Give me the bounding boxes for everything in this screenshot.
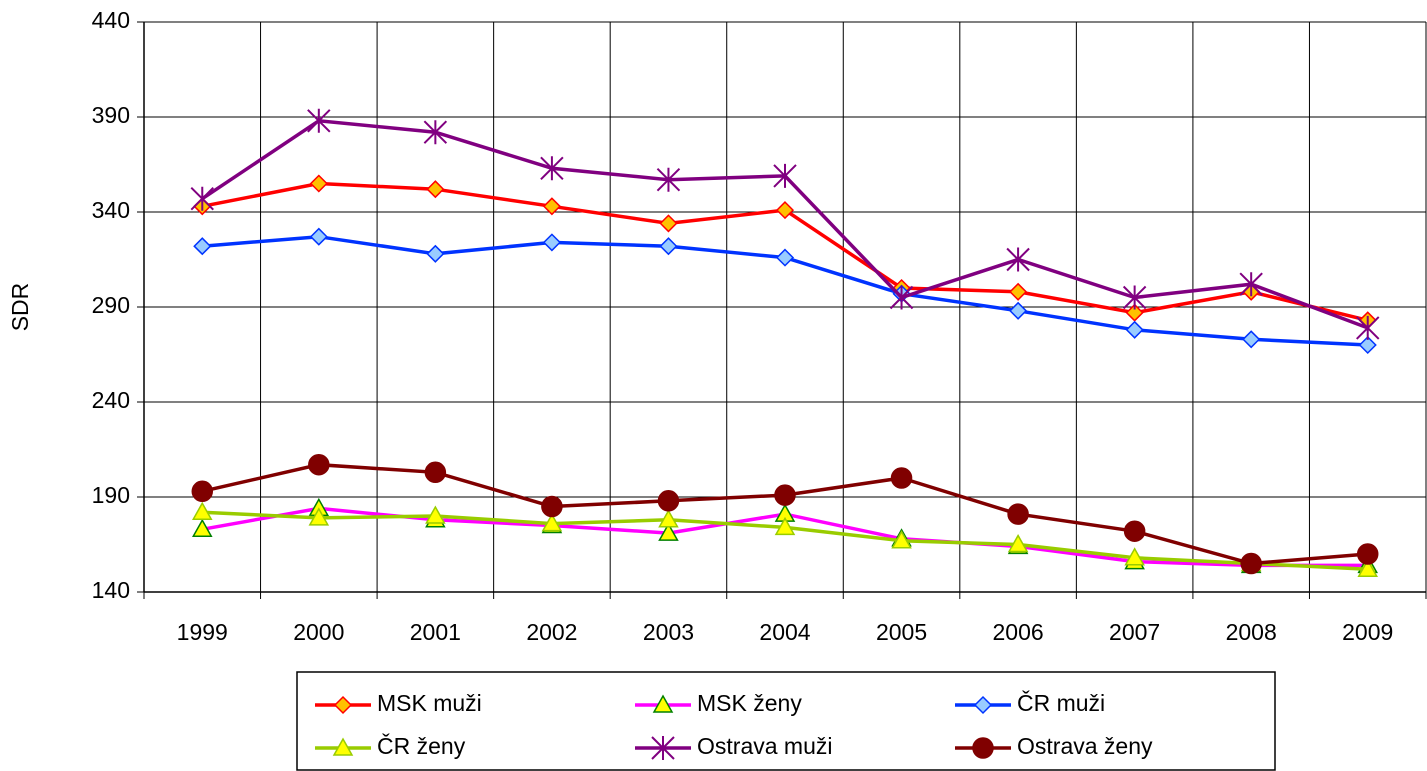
- data-point: [891, 530, 912, 549]
- legend-label: Ostrava muži: [697, 733, 832, 759]
- data-point: [542, 233, 561, 252]
- data-point: [1356, 543, 1379, 565]
- data-point: [774, 516, 796, 536]
- data-point: [191, 518, 213, 538]
- data-point: [890, 467, 913, 489]
- data-point: [309, 227, 328, 246]
- y-tick-label: 440: [92, 7, 130, 33]
- data-point: [1009, 301, 1028, 320]
- data-point: [542, 197, 561, 216]
- x-tick-label: 2007: [1109, 619, 1160, 645]
- data-point: [541, 495, 563, 518]
- legend-marker: [972, 737, 994, 759]
- y-tick-label: 390: [92, 102, 130, 128]
- data-point: [658, 522, 679, 541]
- legend-label: ČR muži: [1017, 689, 1105, 716]
- data-point: [774, 484, 796, 506]
- data-point: [309, 174, 328, 193]
- data-point: [191, 501, 213, 520]
- legend-box: [296, 671, 1276, 771]
- data-point: [191, 480, 214, 503]
- data-point: [889, 285, 914, 310]
- data-point: [1240, 552, 1262, 575]
- legend-marker: [332, 737, 354, 756]
- data-point: [541, 513, 563, 532]
- data-point: [1125, 320, 1144, 339]
- legend-label: Ostrava ženy: [1017, 733, 1153, 759]
- data-point: [657, 490, 680, 512]
- legend-label: ČR ženy: [377, 732, 466, 759]
- x-tick-label: 2003: [643, 619, 694, 645]
- data-point: [425, 505, 446, 524]
- x-tick-label: 2002: [526, 619, 577, 645]
- legend-marker: [652, 694, 674, 713]
- data-point: [308, 507, 330, 526]
- data-point: [426, 180, 445, 199]
- data-point: [1006, 247, 1030, 272]
- x-tick-label: 2001: [410, 619, 461, 645]
- data-point: [423, 120, 448, 145]
- x-tick-label: 1999: [177, 619, 228, 645]
- data-point: [426, 244, 445, 263]
- x-tick-label: 2006: [993, 619, 1044, 645]
- y-tick-label: 190: [92, 482, 130, 508]
- data-point: [308, 453, 330, 476]
- data-point: [1124, 547, 1145, 566]
- data-point: [1007, 503, 1029, 525]
- x-tick-label: 2004: [759, 619, 810, 645]
- data-point: [775, 248, 795, 267]
- y-tick-label: 290: [92, 292, 130, 318]
- data-point: [193, 237, 212, 256]
- legend-label: MSK muži: [377, 690, 482, 716]
- data-point: [656, 167, 681, 192]
- data-point: [1242, 330, 1261, 349]
- data-point: [1357, 558, 1379, 577]
- data-point: [659, 214, 678, 233]
- y-tick-label: 240: [92, 387, 130, 413]
- data-point: [1122, 285, 1147, 310]
- x-tick-label: 2000: [293, 619, 344, 645]
- x-tick-label: 2009: [1342, 619, 1393, 645]
- data-point: [1009, 282, 1028, 301]
- data-point: [658, 509, 679, 528]
- legend-marker: [333, 695, 353, 715]
- legend-marker: [973, 695, 993, 715]
- data-point: [1356, 315, 1380, 340]
- legend-marker: [651, 736, 675, 760]
- data-point: [773, 163, 797, 188]
- data-point: [1239, 272, 1263, 297]
- x-tick-label: 2005: [876, 619, 927, 645]
- data-point: [1125, 303, 1144, 322]
- data-point: [775, 201, 795, 220]
- x-tick-label: 2008: [1226, 619, 1277, 645]
- data-point: [307, 108, 331, 133]
- data-point: [1007, 533, 1029, 553]
- y-tick-label: 340: [92, 197, 130, 223]
- y-axis-label: SDR: [7, 283, 33, 332]
- legend-label: MSK ženy: [697, 690, 802, 716]
- y-tick-label: 140: [92, 577, 130, 603]
- data-point: [540, 156, 564, 181]
- data-point: [1358, 335, 1377, 355]
- data-point: [190, 186, 214, 211]
- data-point: [659, 237, 678, 256]
- data-point: [424, 461, 447, 484]
- data-point: [1123, 520, 1146, 542]
